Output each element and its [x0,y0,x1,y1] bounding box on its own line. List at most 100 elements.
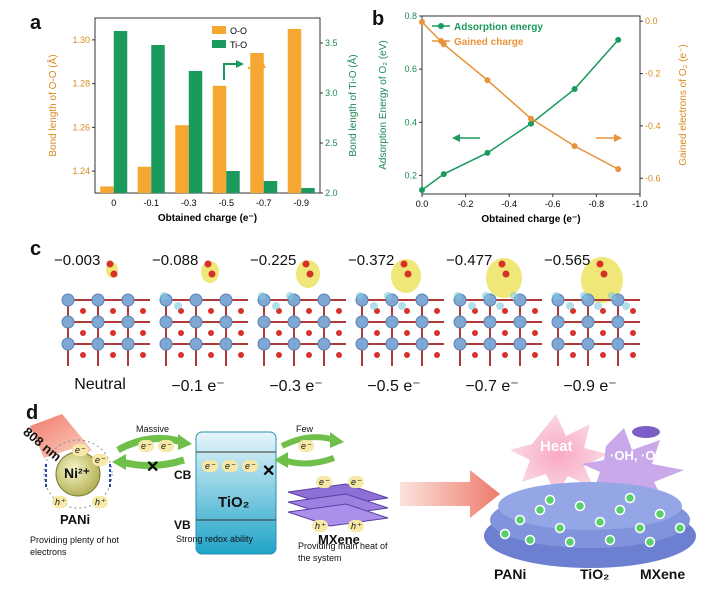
o-lattice-atom [336,330,342,336]
o-lattice-atom [374,352,380,358]
tio2-particle [524,534,536,546]
massive-label: Massive [136,424,170,434]
slab-structure [159,260,248,366]
oxygen-atom [302,260,310,268]
legend-label-tio: Ti-O [230,40,247,50]
x-tick-label: -0.6 [545,199,561,209]
x-tick-label: 0 [111,198,116,208]
electron-tio2-2: e⁻ [222,460,238,472]
ti-atom [159,315,173,329]
oxygen-atom [306,270,314,278]
bar-oo [175,125,189,193]
oxygen-atom [502,270,510,278]
ti-atom [257,337,271,351]
x-tick-label: -0.7 [256,198,272,208]
big-transition-arrow [400,470,500,518]
axis-arrow-right-head [614,134,622,142]
bar-oo [250,53,264,193]
ti-atom [219,315,233,329]
charge-cloud [594,302,602,310]
y-tick-label-right: -0.6 [645,173,661,183]
y-tick-label-right: 3.5 [325,38,338,48]
y-tick-label-right: 2.5 [325,138,338,148]
heat-label: Heat [540,438,573,455]
bar-tio [301,188,315,193]
charge-cloud [286,292,294,300]
x-tick-label: 0.0 [416,199,429,209]
ti-atom [287,315,301,329]
ti-atom [189,315,203,329]
y-axis-label-left: Adsorption Energy of O₂ (eV) [378,40,389,170]
caption-tio2: Strong redox ability [176,534,254,544]
y-tick-label-right: 2.0 [325,188,338,198]
point-charge [484,77,491,84]
o-lattice-atom [306,308,312,314]
o-lattice-atom [80,330,86,336]
state-label: −0.9 e⁻ [563,378,617,395]
o-lattice-atom [238,352,244,358]
charge-cloud [398,302,406,310]
electron-tio2-1: e⁻ [202,460,218,472]
ti-atom [453,337,467,351]
oxygen-atom [110,270,118,278]
chart-a-bond-length: 0 -0.1 -0.3 -0.5 -0.7 -0.9 1.24 1.26 1.28 1.30 2.0… [46,17,359,224]
chart-b-frame [421,15,641,195]
y-tick-label-left: 0.6 [404,64,417,74]
o-lattice-atom [140,308,146,314]
bar-oo [137,166,152,193]
charge-cloud [272,302,280,310]
o-lattice-atom [208,352,214,358]
blocked-mark-1: ✕ [146,459,159,476]
charge-cloud [580,292,588,300]
o-lattice-atom [600,330,606,336]
ti-atom [551,315,565,329]
point-adsorption [484,149,491,156]
o-lattice-atom [502,352,508,358]
o-lattice-atom [532,352,538,358]
ti-atom [611,315,625,329]
oxygen-atom [498,260,506,268]
hole-mxene-1: h⁺ [312,520,328,532]
ti-atom [189,293,203,307]
electron-pani-2: e⁻ [92,454,108,466]
point-adsorption [615,36,622,43]
ti-atom [415,315,429,329]
ti-atom [611,337,625,351]
ti-atom [159,337,173,351]
tio2-particle [654,508,666,520]
x-tick-label: -0.2 [458,199,474,209]
y-axis-label-right: Gained electrons of O₂ (e⁻) [678,44,689,165]
point-charge [528,115,534,122]
y-axis-label-left: Bond length of O-O (Å) [46,54,59,156]
mxene-label: MXene [318,532,360,547]
bar-oo [212,85,227,193]
composite-label-tio2: TiO₂ [580,566,610,582]
annot-arrow-tio [223,63,238,80]
ti-atom [483,337,497,351]
ti-atom [317,293,331,307]
point-adsorption [571,86,578,93]
tio2-particle [574,500,586,512]
ti-atom [415,337,429,351]
ros-label: ·OH, ·O₂⁻ [610,448,669,463]
o-lattice-atom [110,308,116,314]
massive-arrow-lower [121,456,186,469]
charge-cloud [454,292,462,300]
slab-structure [257,260,346,366]
annot-arrow-tio-head [236,60,244,68]
charge-value-label: −0.088 [152,252,199,269]
charge-cloud [356,292,364,300]
charge-value-label: −0.477 [446,252,493,269]
legend-swatch-tio [212,40,226,48]
oxygen-atom [106,260,114,268]
series-line-adsorption [421,39,619,191]
oxygen-atom [208,270,216,278]
ti-atom [91,293,105,307]
few-label: Few [296,424,314,434]
x-axis-label: Obtained charge (e⁻) [158,213,257,224]
o-lattice-atom [600,352,606,358]
isosurface-blob [581,257,623,303]
state-label: −0.3 e⁻ [269,378,323,395]
o-lattice-atom [336,352,342,358]
slab-structure [551,257,640,366]
